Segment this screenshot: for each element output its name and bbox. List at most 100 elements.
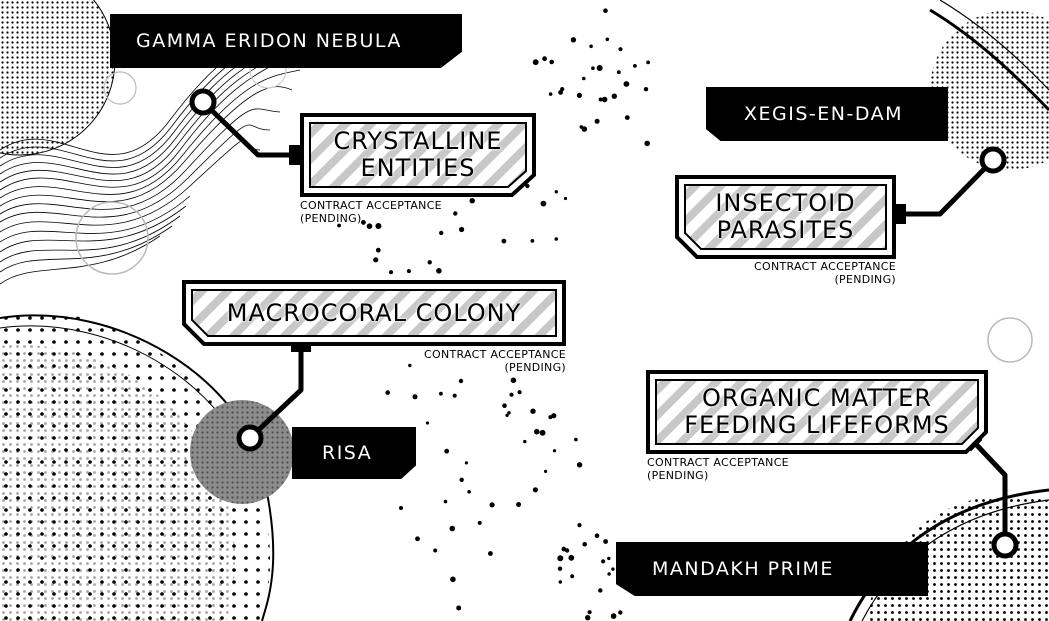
star-dot [436,268,442,274]
star-dot [361,220,366,225]
star-dot [570,37,577,43]
star-dot [488,551,493,556]
star-dot [449,525,456,532]
star-dot [375,223,382,229]
star-dot [618,610,623,615]
star-dot [618,47,623,52]
star-dot [594,533,600,538]
star-dot [643,87,649,92]
dotted-sphere-top-left [0,0,115,155]
planet-name: RISA [322,442,373,464]
star-dot [603,8,608,13]
star-dot [510,377,517,384]
star-dot [574,437,578,442]
planet-tag-xegis[interactable]: XEGIS-EN-DAM [706,87,948,141]
star-dot [598,97,603,102]
star-dot [412,394,418,400]
star-dot [505,413,509,417]
target-name: MACROCORAL COLONY [226,298,522,327]
star-dot [558,580,562,584]
star-dot [557,555,564,562]
star-dot [450,576,456,583]
planet-tag-mandakh[interactable]: MANDAKH PRIME [616,542,928,596]
star-dot [509,392,514,397]
star-dot [534,428,540,435]
star-dot [557,566,563,571]
star-dot [558,90,563,95]
target-name: INSECTOID PARASITES [715,189,856,244]
planet-tag-risa[interactable]: RISA [292,427,416,479]
star-dot [399,506,403,510]
star-dot [607,556,611,561]
star-dot [452,393,457,398]
star-dot [544,469,548,473]
star-dot [644,140,650,147]
star-dot [607,572,611,576]
star-dot [433,548,438,553]
star-dot [582,76,586,81]
star-dot [427,260,432,265]
star-dot [554,237,559,241]
star-dot [605,37,610,42]
star-dot [549,59,554,65]
star-dot [444,448,450,454]
star-dot [532,487,539,493]
star-dot [477,520,482,525]
star-dot [577,523,582,528]
star-dot [408,363,412,368]
star-dot [456,605,462,611]
star-dot [591,66,595,70]
star-dot [459,477,464,482]
connector-lines [201,100,1008,545]
star-dot [439,391,443,396]
star-dot [516,502,522,507]
star-dot [459,226,465,233]
star-dot [388,270,394,275]
star-dot [489,502,495,508]
contract-status: CONTRACT ACCEPTANCE (PENDING) [754,260,896,286]
star-dot [530,239,535,243]
target-macrocoral-colony[interactable]: MACROCORAL COLONY [182,280,566,346]
target-frame [182,280,566,346]
star-dot [598,588,603,593]
star-dot [576,92,583,98]
star-dot [507,411,511,415]
star-dot [611,93,617,99]
star-dot [501,238,507,244]
star-dot [523,439,527,444]
star-dot [532,59,539,66]
target-crystalline-entities[interactable]: CRYSTALLINE ENTITIES [300,113,536,197]
target-frame [675,175,896,259]
star-dot [616,70,621,75]
star-dot [385,390,391,395]
star-dot [610,613,617,619]
star-dot [601,96,608,103]
star-dot [525,183,530,189]
planet-name: MANDAKH PRIME [652,558,834,580]
star-dot [551,413,557,419]
star-dot [585,615,591,621]
star-dot [375,247,381,253]
star-dot [582,542,587,547]
star-dot [596,65,603,71]
star-dot [611,567,615,571]
contract-status: CONTRACT ACCEPTANCE (PENDING) [300,199,442,225]
star-dot [623,81,630,87]
star-dot [548,92,553,96]
connector-nodes [189,88,1019,559]
contract-status: CONTRACT ACCEPTANCE (PENDING) [647,456,789,482]
contract-status: CONTRACT ACCEPTANCE (PENDING) [424,348,566,374]
star-dot [552,449,557,453]
target-insectoid-parasites[interactable]: INSECTOID PARASITES [675,175,896,259]
star-dot [502,403,507,409]
star-dot [568,554,575,561]
target-frame [300,113,536,197]
target-organic-matter-lifeforms[interactable]: ORGANIC MATTER FEEDING LIFEFORMS [646,370,988,454]
target-frame [646,370,988,454]
star-dot [373,257,379,263]
planet-name: XEGIS-EN-DAM [744,103,904,125]
star-dot [576,462,583,468]
planet-tag-gamma-eridon[interactable]: GAMMA ERIDON NEBULA [110,14,462,68]
target-name: CRYSTALLINE ENTITIES [333,127,503,182]
star-dot [540,200,547,207]
